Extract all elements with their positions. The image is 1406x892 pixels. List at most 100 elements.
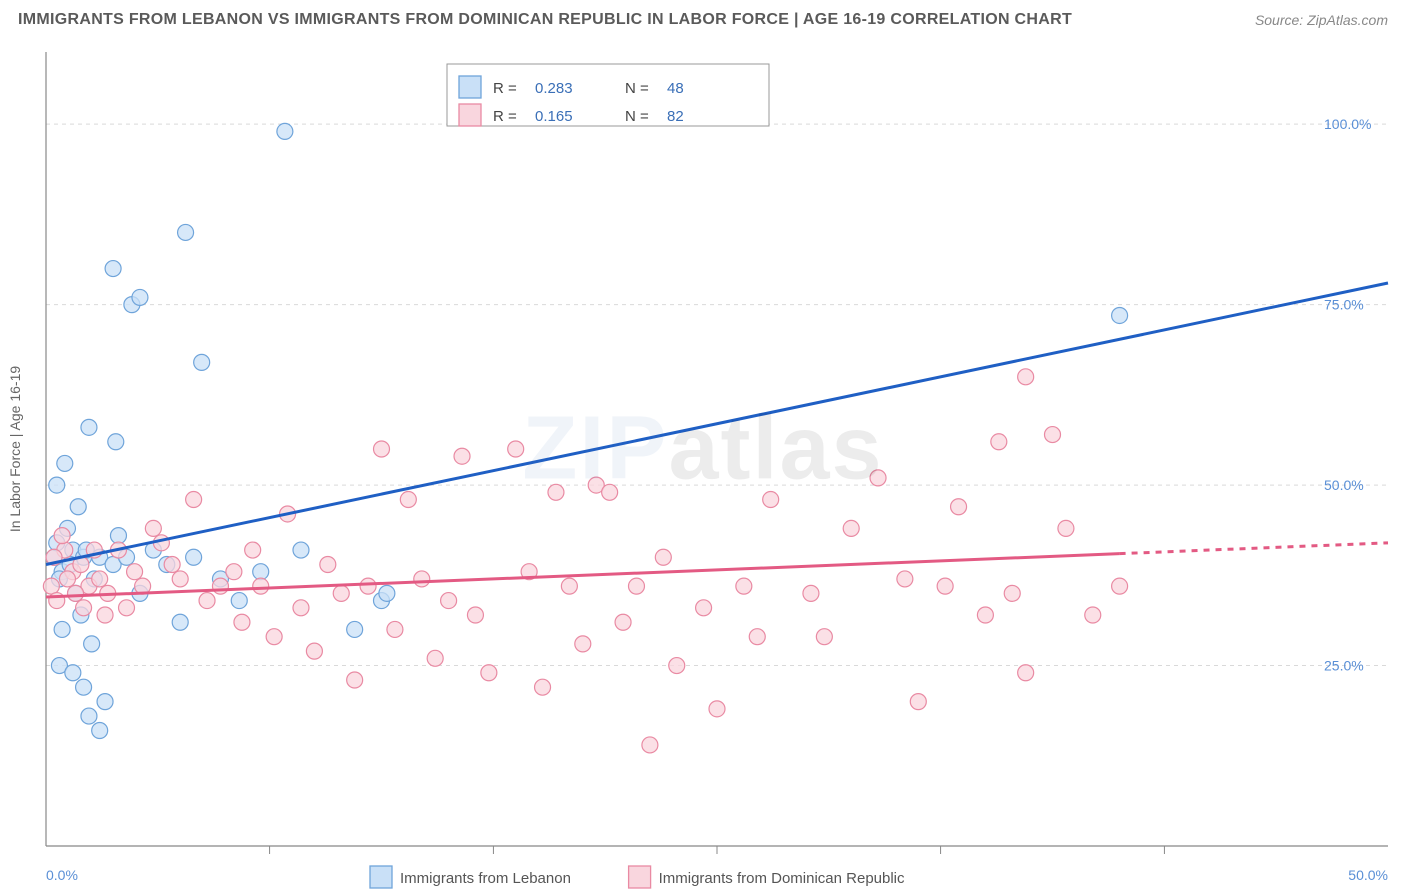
legend-n-label: N = xyxy=(625,108,649,125)
scatter-point xyxy=(186,549,202,565)
scatter-point xyxy=(105,261,121,277)
scatter-point xyxy=(561,578,577,594)
scatter-point xyxy=(696,600,712,616)
scatter-point xyxy=(186,492,202,508)
scatter-point xyxy=(49,477,65,493)
scatter-point xyxy=(127,564,143,580)
scatter-point xyxy=(212,578,228,594)
legend-n-value: 48 xyxy=(667,80,684,97)
y-tick-label: 50.0% xyxy=(1324,477,1364,493)
scatter-point xyxy=(234,614,250,630)
scatter-point xyxy=(1058,520,1074,536)
legend-swatch xyxy=(629,866,651,888)
scatter-point xyxy=(749,629,765,645)
scatter-point xyxy=(709,701,725,717)
scatter-point xyxy=(245,542,261,558)
scatter-point xyxy=(347,672,363,688)
legend-swatch xyxy=(459,104,481,126)
chart-area: ZIPatlas 25.0%50.0%75.0%100.0%0.0%50.0%I… xyxy=(0,40,1406,892)
scatter-point xyxy=(602,484,618,500)
scatter-point xyxy=(816,629,832,645)
scatter-point xyxy=(226,564,242,580)
scatter-point xyxy=(1045,427,1061,443)
scatter-point xyxy=(481,665,497,681)
scatter-point xyxy=(76,600,92,616)
scatter-point xyxy=(54,528,70,544)
legend-swatch xyxy=(370,866,392,888)
scatter-point xyxy=(642,737,658,753)
x-tick-label: 0.0% xyxy=(46,867,78,883)
scatter-chart: 25.0%50.0%75.0%100.0%0.0%50.0%In Labor F… xyxy=(0,40,1406,892)
scatter-point xyxy=(81,708,97,724)
scatter-point xyxy=(145,520,161,536)
scatter-point xyxy=(628,578,644,594)
scatter-point xyxy=(84,636,100,652)
legend-n-label: N = xyxy=(625,80,649,97)
scatter-point xyxy=(92,571,108,587)
scatter-point xyxy=(266,629,282,645)
scatter-point xyxy=(306,643,322,659)
scatter-point xyxy=(1018,369,1034,385)
scatter-point xyxy=(870,470,886,486)
scatter-point xyxy=(441,593,457,609)
scatter-point xyxy=(991,434,1007,450)
scatter-point xyxy=(57,455,73,471)
scatter-point xyxy=(803,585,819,601)
chart-header: IMMIGRANTS FROM LEBANON VS IMMIGRANTS FR… xyxy=(0,0,1406,40)
scatter-point xyxy=(575,636,591,652)
legend-r-value: 0.165 xyxy=(535,108,573,125)
legend-swatch xyxy=(459,76,481,98)
scatter-point xyxy=(951,499,967,515)
scatter-point xyxy=(548,484,564,500)
scatter-point xyxy=(379,585,395,601)
scatter-point xyxy=(59,571,75,587)
scatter-point xyxy=(293,600,309,616)
scatter-point xyxy=(68,585,84,601)
scatter-point xyxy=(178,224,194,240)
scatter-point xyxy=(293,542,309,558)
scatter-point xyxy=(1112,307,1128,323)
scatter-point xyxy=(172,571,188,587)
scatter-point xyxy=(910,694,926,710)
legend-r-label: R = xyxy=(493,108,517,125)
y-axis-label: In Labor Force | Age 16-19 xyxy=(7,366,23,533)
scatter-point xyxy=(655,549,671,565)
scatter-point xyxy=(65,665,81,681)
legend-series-label: Immigrants from Lebanon xyxy=(400,870,571,887)
scatter-point xyxy=(897,571,913,587)
scatter-point xyxy=(231,593,247,609)
scatter-point xyxy=(81,419,97,435)
scatter-point xyxy=(763,492,779,508)
y-tick-label: 100.0% xyxy=(1324,116,1371,132)
scatter-point xyxy=(132,289,148,305)
legend-r-value: 0.283 xyxy=(535,80,573,97)
scatter-point xyxy=(199,593,215,609)
scatter-point xyxy=(400,492,416,508)
scatter-point xyxy=(54,621,70,637)
scatter-point xyxy=(360,578,376,594)
scatter-point xyxy=(70,499,86,515)
scatter-point xyxy=(97,694,113,710)
scatter-point xyxy=(374,441,390,457)
y-tick-label: 75.0% xyxy=(1324,297,1364,313)
scatter-point xyxy=(414,571,430,587)
scatter-point xyxy=(110,528,126,544)
scatter-point xyxy=(333,585,349,601)
scatter-point xyxy=(1004,585,1020,601)
scatter-point xyxy=(467,607,483,623)
scatter-point xyxy=(1018,665,1034,681)
scatter-point xyxy=(977,607,993,623)
scatter-point xyxy=(387,621,403,637)
scatter-point xyxy=(454,448,470,464)
x-tick-label: 50.0% xyxy=(1348,867,1388,883)
scatter-point xyxy=(76,679,92,695)
scatter-point xyxy=(1085,607,1101,623)
scatter-point xyxy=(937,578,953,594)
scatter-point xyxy=(669,658,685,674)
scatter-point xyxy=(172,614,188,630)
chart-title: IMMIGRANTS FROM LEBANON VS IMMIGRANTS FR… xyxy=(18,11,1072,29)
scatter-point xyxy=(843,520,859,536)
regression-line xyxy=(46,283,1388,565)
scatter-point xyxy=(253,564,269,580)
scatter-point xyxy=(43,578,59,594)
